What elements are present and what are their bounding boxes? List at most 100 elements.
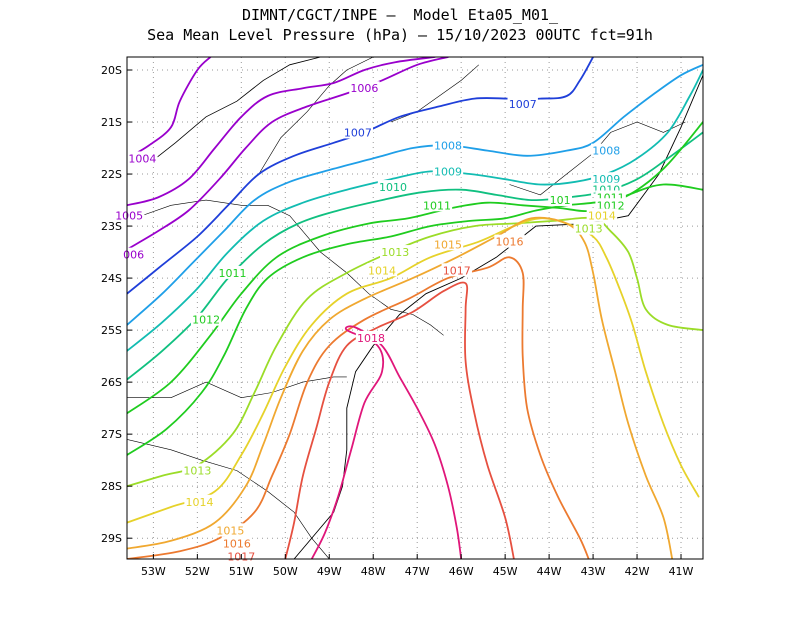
isobar-label-1013: 1013 <box>183 465 211 478</box>
isobar-1013 <box>127 216 703 488</box>
lat-tick-label: 28S <box>101 480 122 493</box>
isobar-label-1014: 1014 <box>186 496 214 509</box>
isobar-label-bg <box>494 234 525 248</box>
lat-tick-label: 21S <box>101 116 122 129</box>
grid-lines <box>127 57 703 559</box>
map-title-line-1: DIMNT/CGCT/INPE – Model Eta05_M01_ <box>241 6 559 24</box>
isobar-label-1018: 1018 <box>357 332 385 345</box>
isobar-label-bg <box>432 237 464 251</box>
isobar-label-bg <box>184 494 215 508</box>
state-border <box>509 121 686 196</box>
lat-tick-label: 25S <box>101 324 122 337</box>
isobar-label-1011: 101 <box>550 194 571 207</box>
isobar-label-1011: 1011 <box>219 267 247 280</box>
isobar-1017 <box>284 281 515 559</box>
lon-tick-label: 44W <box>537 565 562 578</box>
lon-tick-label: 53W <box>141 565 166 578</box>
isobar-1014 <box>127 217 700 524</box>
lon-tick-label: 48W <box>361 565 386 578</box>
isobar-label-bg <box>432 138 464 152</box>
isobar-label-bg <box>586 208 618 222</box>
isobar-label-bg <box>377 180 409 194</box>
lon-tick-label: 46W <box>449 565 474 578</box>
isobar-label-bg <box>113 208 145 222</box>
isobar-label-bg <box>342 125 374 139</box>
lat-tick-label: 29S <box>101 532 122 545</box>
isobar-label-bg <box>441 263 472 277</box>
axis-ticks: 53W 52W 51W 50W 49W 48W 47W 46W 45W 44W 43W 42W 41W 2… <box>101 64 694 578</box>
isobar-label-1009: 1009 <box>434 165 462 178</box>
lon-tick-label: 47W <box>405 565 430 578</box>
isobar-label-bg <box>355 330 387 344</box>
isobars <box>127 57 703 559</box>
lon-tick-label: 45W <box>493 565 518 578</box>
lat-tick-label: 23S <box>101 220 122 233</box>
state-border <box>127 439 330 559</box>
isobar-label-1012: 1012 <box>192 314 220 327</box>
lat-tick-label: 22S <box>101 168 122 181</box>
isobar-1015 <box>127 216 674 559</box>
isobar-label-bg <box>349 81 380 95</box>
state-border <box>390 64 479 123</box>
isobar-label-bg <box>432 164 464 178</box>
shoreline <box>293 75 703 559</box>
isobar-label-bg <box>591 143 622 157</box>
isobar-label-bg <box>217 265 248 279</box>
isobar-label-bg <box>366 263 398 277</box>
plot-frame <box>126 56 704 560</box>
lon-tick-label: 41W <box>669 565 694 578</box>
isobar-label-1005: 1005 <box>115 210 143 223</box>
isobar-label-1004: 1004 <box>128 152 156 165</box>
isobar-1016 <box>127 256 590 559</box>
isobar-label-1006: 1006 <box>350 82 378 95</box>
lat-tick-label: 20S <box>101 64 122 77</box>
lon-tick-label: 43W <box>581 565 606 578</box>
isobar-label-bg <box>121 247 146 261</box>
isobar-1007 <box>127 57 594 295</box>
isobar-label-bg <box>573 221 604 235</box>
isobar-label-1015: 1015 <box>434 238 462 251</box>
isobar-label-bg <box>507 96 538 110</box>
isobar-label-1014: 1014 <box>368 264 396 277</box>
lon-tick-label: 51W <box>229 565 254 578</box>
isobar-label-1015: 1015 <box>216 524 244 537</box>
lon-tick-label: 52W <box>185 565 210 578</box>
isobar-1018 <box>310 325 463 559</box>
isobar-label-bg <box>221 536 253 550</box>
isobar-label-bg <box>190 312 222 326</box>
isobar-label-1017: 1017 <box>443 264 471 277</box>
isobar-label-1007: 1007 <box>509 98 537 111</box>
isobar-label-1014: 1014 <box>588 210 616 223</box>
lon-tick-label: 42W <box>625 565 650 578</box>
isobar-label-1016: 1016 <box>223 537 251 550</box>
state-border <box>258 57 374 175</box>
isobar-label-bg <box>182 463 213 477</box>
state-border <box>127 376 347 399</box>
isobar-label-1010: 1010 <box>379 181 407 194</box>
map-title-line-2: Sea Mean Level Pressure (hPa) – 15/10/20… <box>147 26 653 44</box>
lon-tick-label: 50W <box>273 565 298 578</box>
isobar-1008 <box>127 63 703 326</box>
isobar-label-bg <box>595 198 626 212</box>
isobar-label-1016: 1016 <box>496 236 524 249</box>
isobar-label-1011: 1011 <box>423 199 451 212</box>
isobar-1006 <box>127 57 449 251</box>
isobar-label-1013: 1013 <box>381 246 409 259</box>
isobar-label-bg <box>548 193 572 207</box>
isobar-label-1008: 1008 <box>434 139 462 152</box>
lat-tick-label: 26S <box>101 376 122 389</box>
geography <box>127 57 703 559</box>
lat-tick-label: 27S <box>101 428 122 441</box>
isobar-label-bg <box>215 523 246 537</box>
isobar-label-bg <box>421 198 453 212</box>
isobar-label-1008: 1008 <box>592 145 620 158</box>
isobar-label-1006: 006 <box>123 249 144 262</box>
isobar-1004 <box>127 57 212 160</box>
isobar-label-1013: 1013 <box>575 223 603 236</box>
isobar-label-bg <box>380 245 411 259</box>
isobar-label-1007: 1007 <box>344 126 372 139</box>
coastline <box>148 57 321 164</box>
isobar-label-bg <box>591 172 622 186</box>
lon-tick-label: 49W <box>317 565 342 578</box>
